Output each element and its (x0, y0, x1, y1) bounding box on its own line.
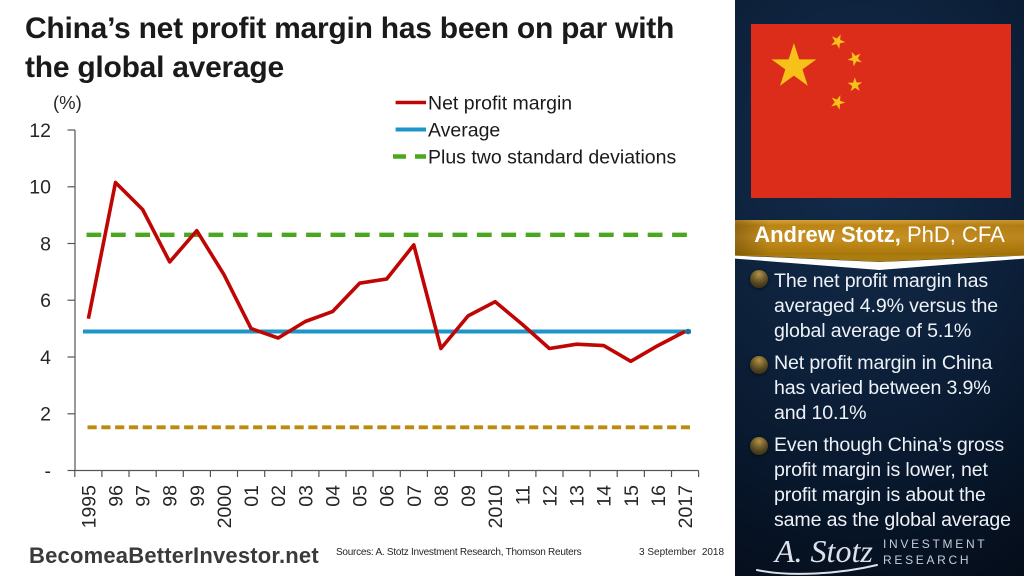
svg-text:04: 04 (323, 485, 345, 507)
svg-text:Plus two standard deviations: Plus two standard deviations (428, 147, 676, 169)
svg-text:2: 2 (40, 404, 51, 426)
svg-text:03: 03 (295, 485, 317, 507)
svg-text:Average: Average (428, 120, 500, 142)
svg-text:02: 02 (268, 485, 290, 507)
svg-text:11: 11 (512, 485, 534, 505)
svg-text:6: 6 (40, 290, 51, 312)
svg-text:-: - (45, 460, 52, 482)
svg-text:96: 96 (106, 485, 128, 507)
svg-text:10: 10 (29, 177, 51, 199)
svg-text:2017: 2017 (675, 485, 697, 528)
svg-text:16: 16 (648, 485, 670, 507)
svg-text:01: 01 (241, 485, 263, 507)
svg-text:2000: 2000 (214, 485, 236, 529)
svg-text:99: 99 (187, 485, 209, 507)
svg-text:12: 12 (539, 485, 561, 507)
svg-text:8: 8 (40, 233, 51, 255)
svg-text:06: 06 (377, 485, 399, 507)
svg-text:08: 08 (431, 485, 453, 507)
svg-text:07: 07 (404, 485, 426, 507)
svg-text:09: 09 (458, 485, 480, 507)
svg-text:12: 12 (29, 120, 51, 142)
svg-text:97: 97 (133, 485, 155, 507)
svg-text:4: 4 (40, 347, 51, 369)
svg-text:13: 13 (567, 485, 589, 507)
svg-text:15: 15 (621, 485, 643, 507)
svg-text:Net profit margin: Net profit margin (428, 93, 572, 115)
svg-text:A. Stotz: A. Stotz (773, 533, 873, 569)
svg-text:(%): (%) (53, 92, 82, 113)
svg-text:05: 05 (350, 485, 372, 507)
svg-text:14: 14 (594, 485, 616, 507)
svg-text:1995: 1995 (78, 485, 100, 529)
svg-text:2010: 2010 (485, 485, 507, 529)
svg-text:98: 98 (160, 485, 182, 507)
